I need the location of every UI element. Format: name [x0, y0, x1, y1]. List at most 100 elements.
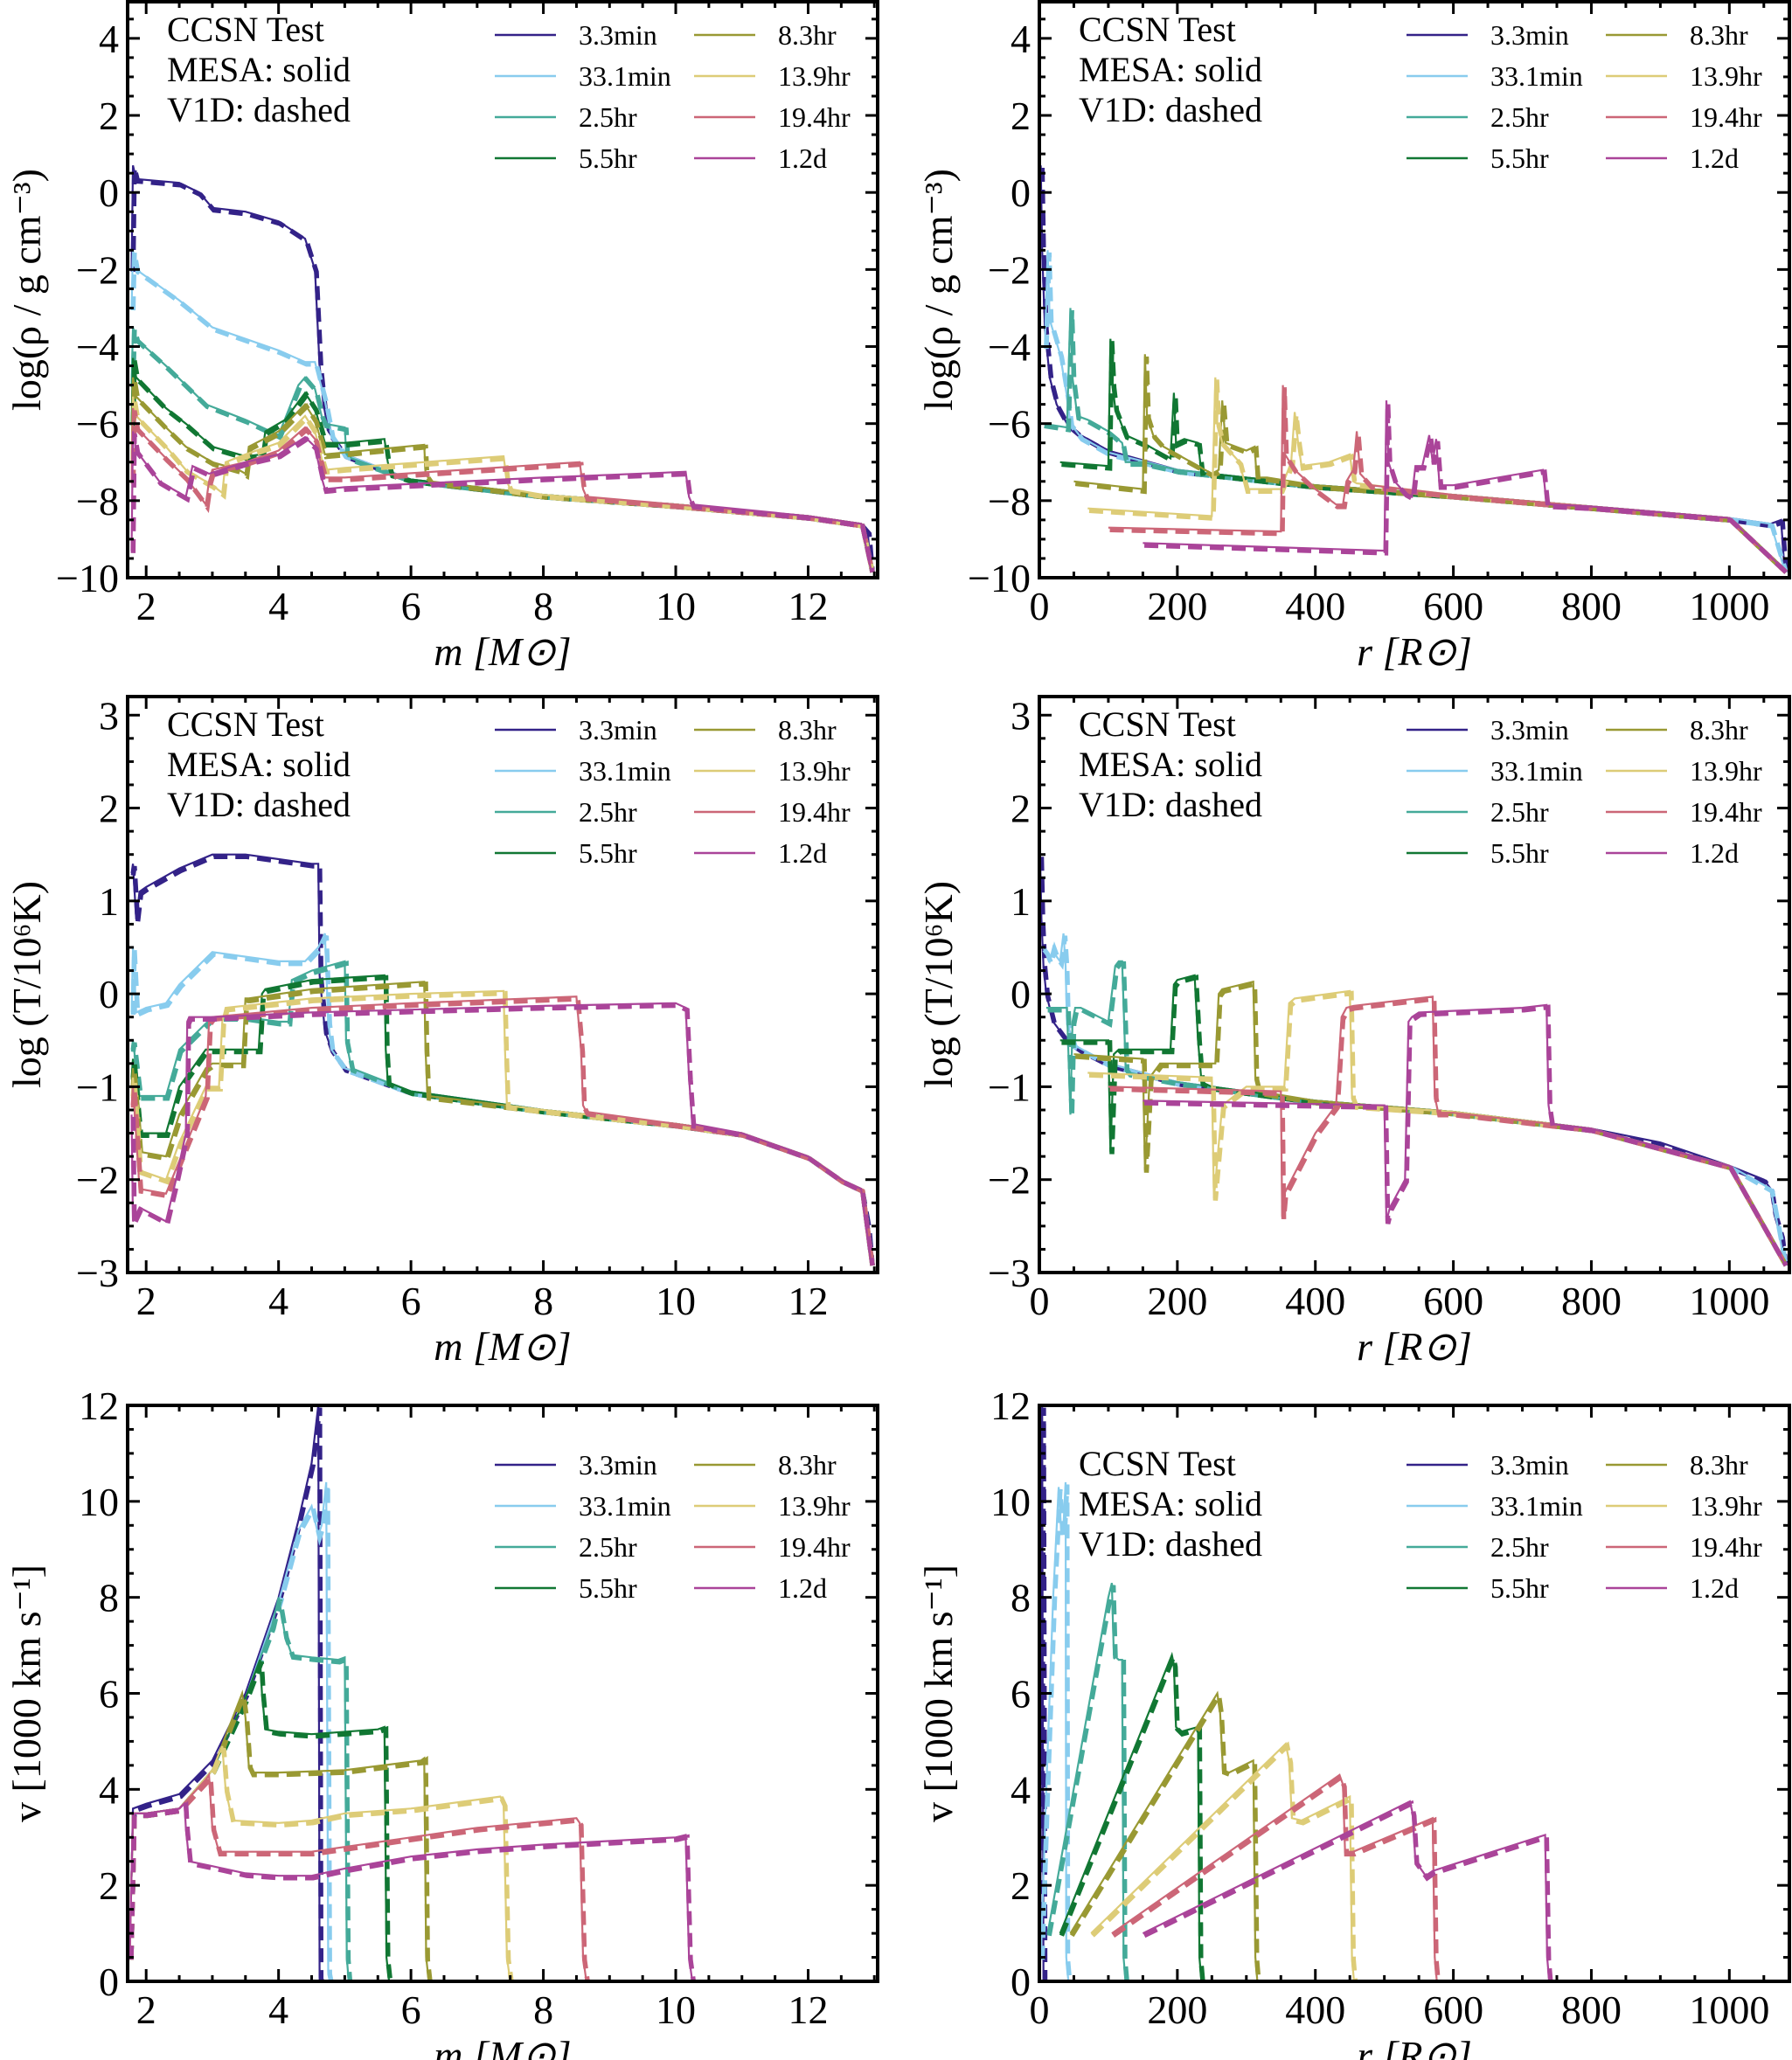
- x-tick-label: 10: [656, 1279, 696, 1323]
- legend-label: 1.2d: [778, 837, 827, 869]
- x-tick-label: 12: [788, 1279, 828, 1323]
- legend-label: 3.3min: [579, 19, 657, 51]
- legend-label: 5.5hr: [1490, 142, 1549, 174]
- x-tick-label: 4: [268, 1279, 288, 1323]
- series-mesa-1.2d: [1143, 1003, 1786, 1264]
- x-tick-label: 200: [1147, 1987, 1207, 2032]
- x-tick-label: 6: [401, 1987, 421, 2032]
- y-tick-label: 4: [1011, 17, 1031, 61]
- legend-label: 5.5hr: [1490, 837, 1549, 869]
- y-tick-label: 0: [99, 1959, 119, 2004]
- series-mesa-2.5hr: [128, 1597, 875, 1981]
- y-tick-label: 1: [99, 879, 119, 924]
- y-tick-label: −4: [76, 325, 119, 370]
- series-v1d-13.9hr: [1088, 990, 1789, 1267]
- legend-label: 13.9hr: [1690, 1490, 1762, 1522]
- legend-label: 5.5hr: [579, 837, 637, 869]
- x-tick-label: 4: [268, 1987, 288, 2032]
- y-tick-label: −2: [988, 247, 1031, 292]
- series-v1d-1.2d: [1143, 1800, 1789, 1981]
- legend-label: 2.5hr: [579, 796, 637, 828]
- legend-label: 2.5hr: [1490, 101, 1549, 133]
- legend-label: 5.5hr: [1490, 1572, 1549, 1604]
- series-mesa-8.3hr: [1073, 354, 1786, 572]
- legend-label: 3.3min: [579, 714, 657, 746]
- series-v1d-33.1min: [128, 1484, 876, 1981]
- series-mesa-1.2d: [1143, 400, 1786, 572]
- y-axis-label: log (T/10⁶K): [916, 881, 961, 1088]
- legend-label: 5.5hr: [579, 142, 637, 174]
- axes-frame: [1038, 695, 1791, 1274]
- x-tick-label: 8: [533, 584, 553, 628]
- y-tick-label: 3: [1011, 693, 1031, 738]
- series-v1d-2.5hr: [130, 329, 875, 573]
- panel-v_r: 0 200 400 600 800 1000 0 2 4 6 8 10 12 r [R⊙] v [1000 …: [916, 1384, 1791, 2060]
- x-tick-label: 600: [1423, 1279, 1483, 1323]
- series-v1d-8.3hr: [1075, 981, 1789, 1267]
- legend-label: 2.5hr: [1490, 796, 1549, 828]
- legend-label: 1.2d: [1690, 142, 1739, 174]
- annotation-text: CCSN Test: [167, 10, 324, 49]
- legend-label: 13.9hr: [1690, 60, 1762, 92]
- x-tick-label: 400: [1285, 584, 1345, 628]
- legend-label: 19.4hr: [778, 796, 851, 828]
- x-tick-label: 1000: [1689, 584, 1769, 628]
- series-mesa-1.2d: [130, 1002, 872, 1264]
- series-v1d-8.3hr: [130, 378, 875, 573]
- legend-label: 1.2d: [1690, 837, 1739, 869]
- series-v1d-8.3hr: [1069, 1689, 1789, 1981]
- annotation-text: MESA: solid: [1079, 1484, 1262, 1523]
- series-mesa-1.2d: [130, 431, 872, 571]
- x-tick-label: 2: [136, 1279, 156, 1323]
- x-axis-label: m [M⊙]: [434, 1324, 571, 1369]
- series-mesa-5.5hr: [1059, 338, 1786, 572]
- series-v1d-1.2d: [1144, 402, 1789, 574]
- y-tick-label: 2: [1011, 94, 1031, 138]
- y-tick-label: 8: [1011, 1576, 1031, 1620]
- y-tick-label: 12: [990, 1384, 1031, 1428]
- annotation-text: CCSN Test: [1079, 10, 1236, 49]
- series-v1d-2.5hr: [1046, 1585, 1789, 1981]
- series-mesa-8.3hr: [130, 377, 872, 571]
- legend-label: 8.3hr: [778, 714, 837, 746]
- series-mesa-33.1min: [130, 250, 872, 571]
- legend-label: 1.2d: [778, 1572, 827, 1604]
- x-tick-label: 6: [401, 1279, 421, 1323]
- series-mesa-1.2d: [128, 1801, 875, 1981]
- y-axis-label: v [1000 km s⁻¹]: [4, 1564, 49, 1822]
- series-v1d-19.4hr: [1109, 387, 1789, 574]
- x-tick-label: 1000: [1689, 1279, 1769, 1323]
- y-tick-label: 4: [1011, 1767, 1031, 1812]
- x-tick-label: 12: [788, 584, 828, 628]
- x-tick-label: 0: [1030, 1279, 1050, 1323]
- plot-area: [128, 1405, 876, 1981]
- x-tick-label: 8: [533, 1987, 553, 2032]
- annotation-text: MESA: solid: [167, 745, 351, 784]
- x-axis-label: m [M⊙]: [434, 629, 571, 674]
- series-v1d-13.9hr: [130, 399, 875, 573]
- legend-label: 3.3min: [579, 1449, 657, 1481]
- annotation-text: MESA: solid: [1079, 50, 1262, 89]
- legend-label: 8.3hr: [778, 19, 837, 51]
- series-mesa-3.3min: [1039, 165, 1786, 571]
- series-mesa-2.5hr: [1046, 1582, 1789, 1981]
- series-v1d-33.1min: [130, 934, 875, 1266]
- series-mesa-13.9hr: [1090, 1742, 1789, 1981]
- y-tick-label: 6: [1011, 1672, 1031, 1717]
- x-axis-label: r [R⊙]: [1357, 2033, 1472, 2060]
- series-v1d-3.3min: [1039, 857, 1789, 1266]
- legend: 3.3min 33.1min 2.5hr 5.5hr 8.3hr 13.9hr 19.4hr…: [1407, 714, 1762, 869]
- x-axis-label: r [R⊙]: [1357, 1324, 1472, 1369]
- series-mesa-8.3hr: [1073, 980, 1786, 1264]
- legend-label: 2.5hr: [579, 101, 637, 133]
- legend-label: 33.1min: [1490, 60, 1583, 92]
- y-tick-label: 4: [99, 17, 119, 61]
- legend-label: 2.5hr: [1490, 1531, 1549, 1563]
- x-tick-label: 600: [1423, 1987, 1483, 2032]
- x-tick-label: 10: [656, 1987, 696, 2032]
- annotation-text: MESA: solid: [167, 50, 351, 89]
- x-tick-label: 800: [1561, 1987, 1622, 2032]
- plot-area: [130, 853, 875, 1266]
